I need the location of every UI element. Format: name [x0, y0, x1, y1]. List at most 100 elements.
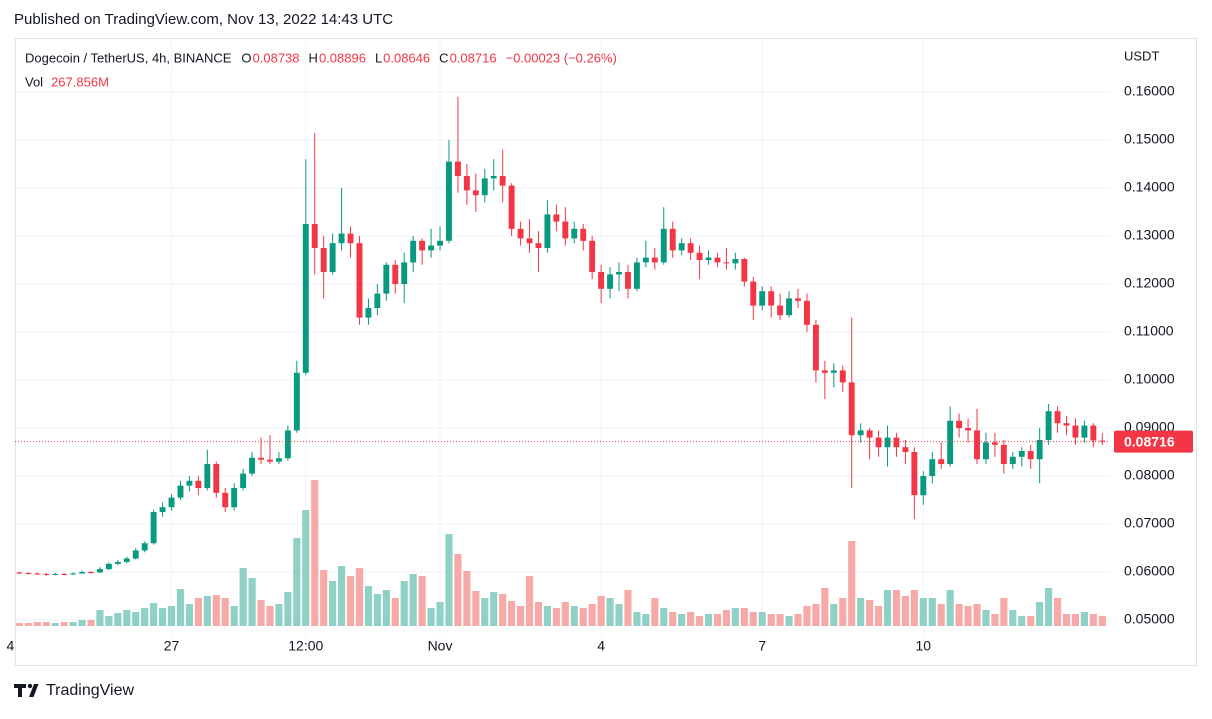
candle-body [786, 298, 793, 316]
candle-body [204, 464, 211, 489]
volume-bar [695, 616, 704, 626]
volume-bar [257, 600, 265, 626]
volume-bar [382, 590, 390, 626]
volume-bar [1089, 614, 1097, 626]
candle-body [70, 573, 77, 575]
volume-bar [96, 610, 104, 626]
volume-bar [785, 616, 793, 626]
candle-body [392, 264, 399, 284]
volume-bar [132, 612, 140, 626]
ohlc-value: 0.08738 [253, 50, 300, 65]
legend: Dogecoin / TetherUS, 4h, BINANCE O 0.08738… [25, 50, 617, 89]
volume-bar [42, 622, 50, 626]
candle-body [428, 245, 435, 251]
volume-bar [302, 510, 310, 626]
candle-body [1027, 451, 1034, 460]
candle-body [249, 457, 256, 474]
candle-body [777, 305, 784, 316]
y-tick-label: 0.12000 [1124, 275, 1175, 291]
volume-bar [874, 606, 883, 626]
volume-bar [24, 623, 32, 626]
candle-body [875, 437, 882, 448]
volume-bar [239, 568, 247, 626]
candle-body [723, 262, 730, 264]
candle-body [123, 558, 130, 562]
volume-bar [803, 606, 811, 626]
published-note: Published on TradingView.com, Nov 13, 20… [14, 11, 393, 28]
volume-bar [973, 604, 981, 626]
candle-body [768, 291, 775, 306]
candle-body [696, 252, 703, 260]
volume-bar [221, 598, 229, 626]
volume-bar [409, 574, 417, 626]
candle-body [1090, 425, 1097, 441]
candle-body [526, 238, 533, 244]
volume-bar [1080, 612, 1088, 626]
x-tick-label: 12:00 [288, 638, 323, 654]
y-tick-label: 0.06000 [1124, 563, 1175, 579]
x-tick-label: 4 [7, 638, 15, 654]
candle-body [52, 573, 59, 575]
volume-bar [543, 606, 551, 626]
volume-bar [293, 538, 301, 626]
volume-bar [15, 623, 23, 626]
volume-bar [284, 592, 292, 626]
candle-body [454, 161, 461, 176]
candle-body [812, 324, 819, 371]
ohlc-value: 0.08896 [319, 50, 366, 65]
x-tick-label: 27 [164, 638, 180, 654]
y-tick-label: 0.07000 [1124, 515, 1175, 531]
volume-bar [355, 568, 364, 626]
candle-body [857, 430, 864, 436]
candle-body [741, 259, 748, 282]
last-price-box [1114, 430, 1193, 453]
volume-bar [588, 604, 596, 626]
candle-body [446, 161, 452, 241]
y-tick-label: 0.05000 [1124, 611, 1175, 627]
volume-bar [499, 594, 507, 626]
volume-bar [508, 601, 516, 626]
candle-body [132, 550, 139, 559]
volume-bar [740, 608, 748, 626]
volume-bar [1053, 598, 1062, 626]
candle-body [804, 300, 810, 325]
candle-body [186, 480, 193, 486]
candle-body [177, 485, 184, 498]
volume-bar [436, 602, 444, 626]
volume-bar [892, 590, 901, 626]
candle-body [374, 293, 381, 308]
volume-bar [87, 620, 95, 626]
candle-body [517, 228, 524, 239]
volume-bar [1045, 588, 1053, 626]
candle-body [213, 464, 220, 493]
candle-body [956, 420, 963, 429]
volume-bar [731, 608, 739, 626]
y-tick-label: 0.14000 [1124, 179, 1175, 195]
volume-bar [159, 608, 167, 626]
last-price-label: 0.08716 [1124, 433, 1175, 449]
volume-bar [1071, 614, 1080, 626]
candle-body [79, 572, 85, 574]
volume-bar [481, 598, 489, 626]
volume-bar [678, 614, 686, 626]
volume-bar [1062, 614, 1071, 626]
volume-bar [445, 534, 453, 626]
volume-bar [821, 588, 829, 626]
volume-bar [955, 604, 963, 626]
candle-body [705, 257, 712, 260]
candle-body [195, 480, 202, 489]
volume-bar [212, 595, 220, 626]
symbol-name: Dogecoin / TetherUS, 4h, BINANCE [25, 50, 232, 65]
candle-body [231, 488, 238, 508]
candle-body [965, 428, 972, 431]
volume-bar [910, 590, 918, 626]
ohlc-key: C [439, 50, 448, 65]
candle-body [222, 492, 229, 508]
candle-body [320, 247, 327, 272]
x-tick-label: 4 [597, 638, 605, 654]
candle-body [61, 573, 68, 575]
volume-bar [767, 614, 775, 626]
candle-body [1063, 423, 1070, 426]
candle-body [1009, 456, 1016, 465]
